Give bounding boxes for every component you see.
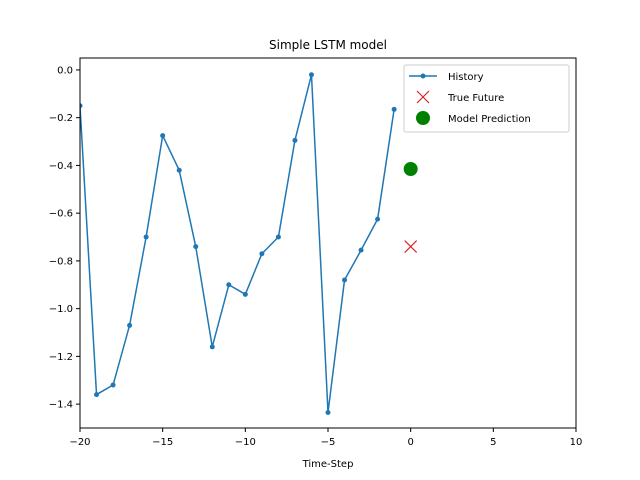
x-tick-label: −10 xyxy=(235,437,256,448)
x-axis: −20 −15 −10 −5 0 5 10 xyxy=(69,428,582,448)
legend-label: History xyxy=(448,72,484,83)
history-point xyxy=(391,106,397,112)
plot-series xyxy=(80,72,418,415)
history-point xyxy=(226,282,232,288)
plot-frame xyxy=(79,57,577,429)
history-point xyxy=(160,133,166,139)
history-point xyxy=(242,291,248,297)
history-point xyxy=(292,137,298,143)
history-point xyxy=(375,216,381,222)
y-tick-label: −1.4 xyxy=(49,400,73,411)
legend: History True Future Model Prediction xyxy=(403,64,570,133)
x-axis-label: Time-Step xyxy=(302,459,354,470)
history-point xyxy=(259,251,265,257)
legend-label: Model Prediction xyxy=(448,114,531,125)
history-point xyxy=(80,103,83,109)
plot-area xyxy=(80,72,418,415)
y-tick-label: −1.0 xyxy=(49,304,73,315)
legend-true-future-swatch xyxy=(416,90,430,104)
true-future-stroke xyxy=(404,240,418,254)
y-tick-label: −0.8 xyxy=(49,256,73,267)
y-tick-label: −0.4 xyxy=(49,161,73,172)
history-point xyxy=(308,72,314,78)
legend-model-prediction-swatch xyxy=(416,111,430,125)
history-point xyxy=(358,247,364,253)
x-tick-label: −15 xyxy=(152,437,173,448)
x-tick-label: 5 xyxy=(490,437,496,448)
y-tick-label: −0.2 xyxy=(49,113,73,124)
history-point xyxy=(127,322,133,328)
history-point xyxy=(275,234,281,240)
y-tick-label: 0.0 xyxy=(57,65,73,76)
y-tick-label: −1.2 xyxy=(49,352,73,363)
history-point xyxy=(94,392,100,398)
y-axis: 0.0 −0.2 −0.4 −0.6 −0.8 −1.0 −1.2 −1.4 xyxy=(49,65,80,411)
history-point xyxy=(209,344,215,350)
history-point xyxy=(143,234,149,240)
history-point xyxy=(193,244,199,250)
history-line xyxy=(80,73,395,414)
model-prediction-point xyxy=(403,162,418,176)
x-tick-label: 0 xyxy=(407,437,413,448)
history-point xyxy=(325,409,331,415)
legend-history-marker xyxy=(420,73,426,79)
x-tick-label: −20 xyxy=(69,437,90,448)
true-future-point xyxy=(404,240,418,254)
legend-box xyxy=(403,64,570,133)
y-tick-label: −0.6 xyxy=(49,209,73,220)
x-tick-label: −5 xyxy=(321,437,336,448)
legend-label: True Future xyxy=(447,93,504,104)
x-tick-label: 10 xyxy=(570,437,583,448)
history-point xyxy=(342,277,348,283)
history-point xyxy=(110,382,116,388)
chart-title: Simple LSTM model xyxy=(269,38,387,52)
history-point xyxy=(176,167,182,173)
